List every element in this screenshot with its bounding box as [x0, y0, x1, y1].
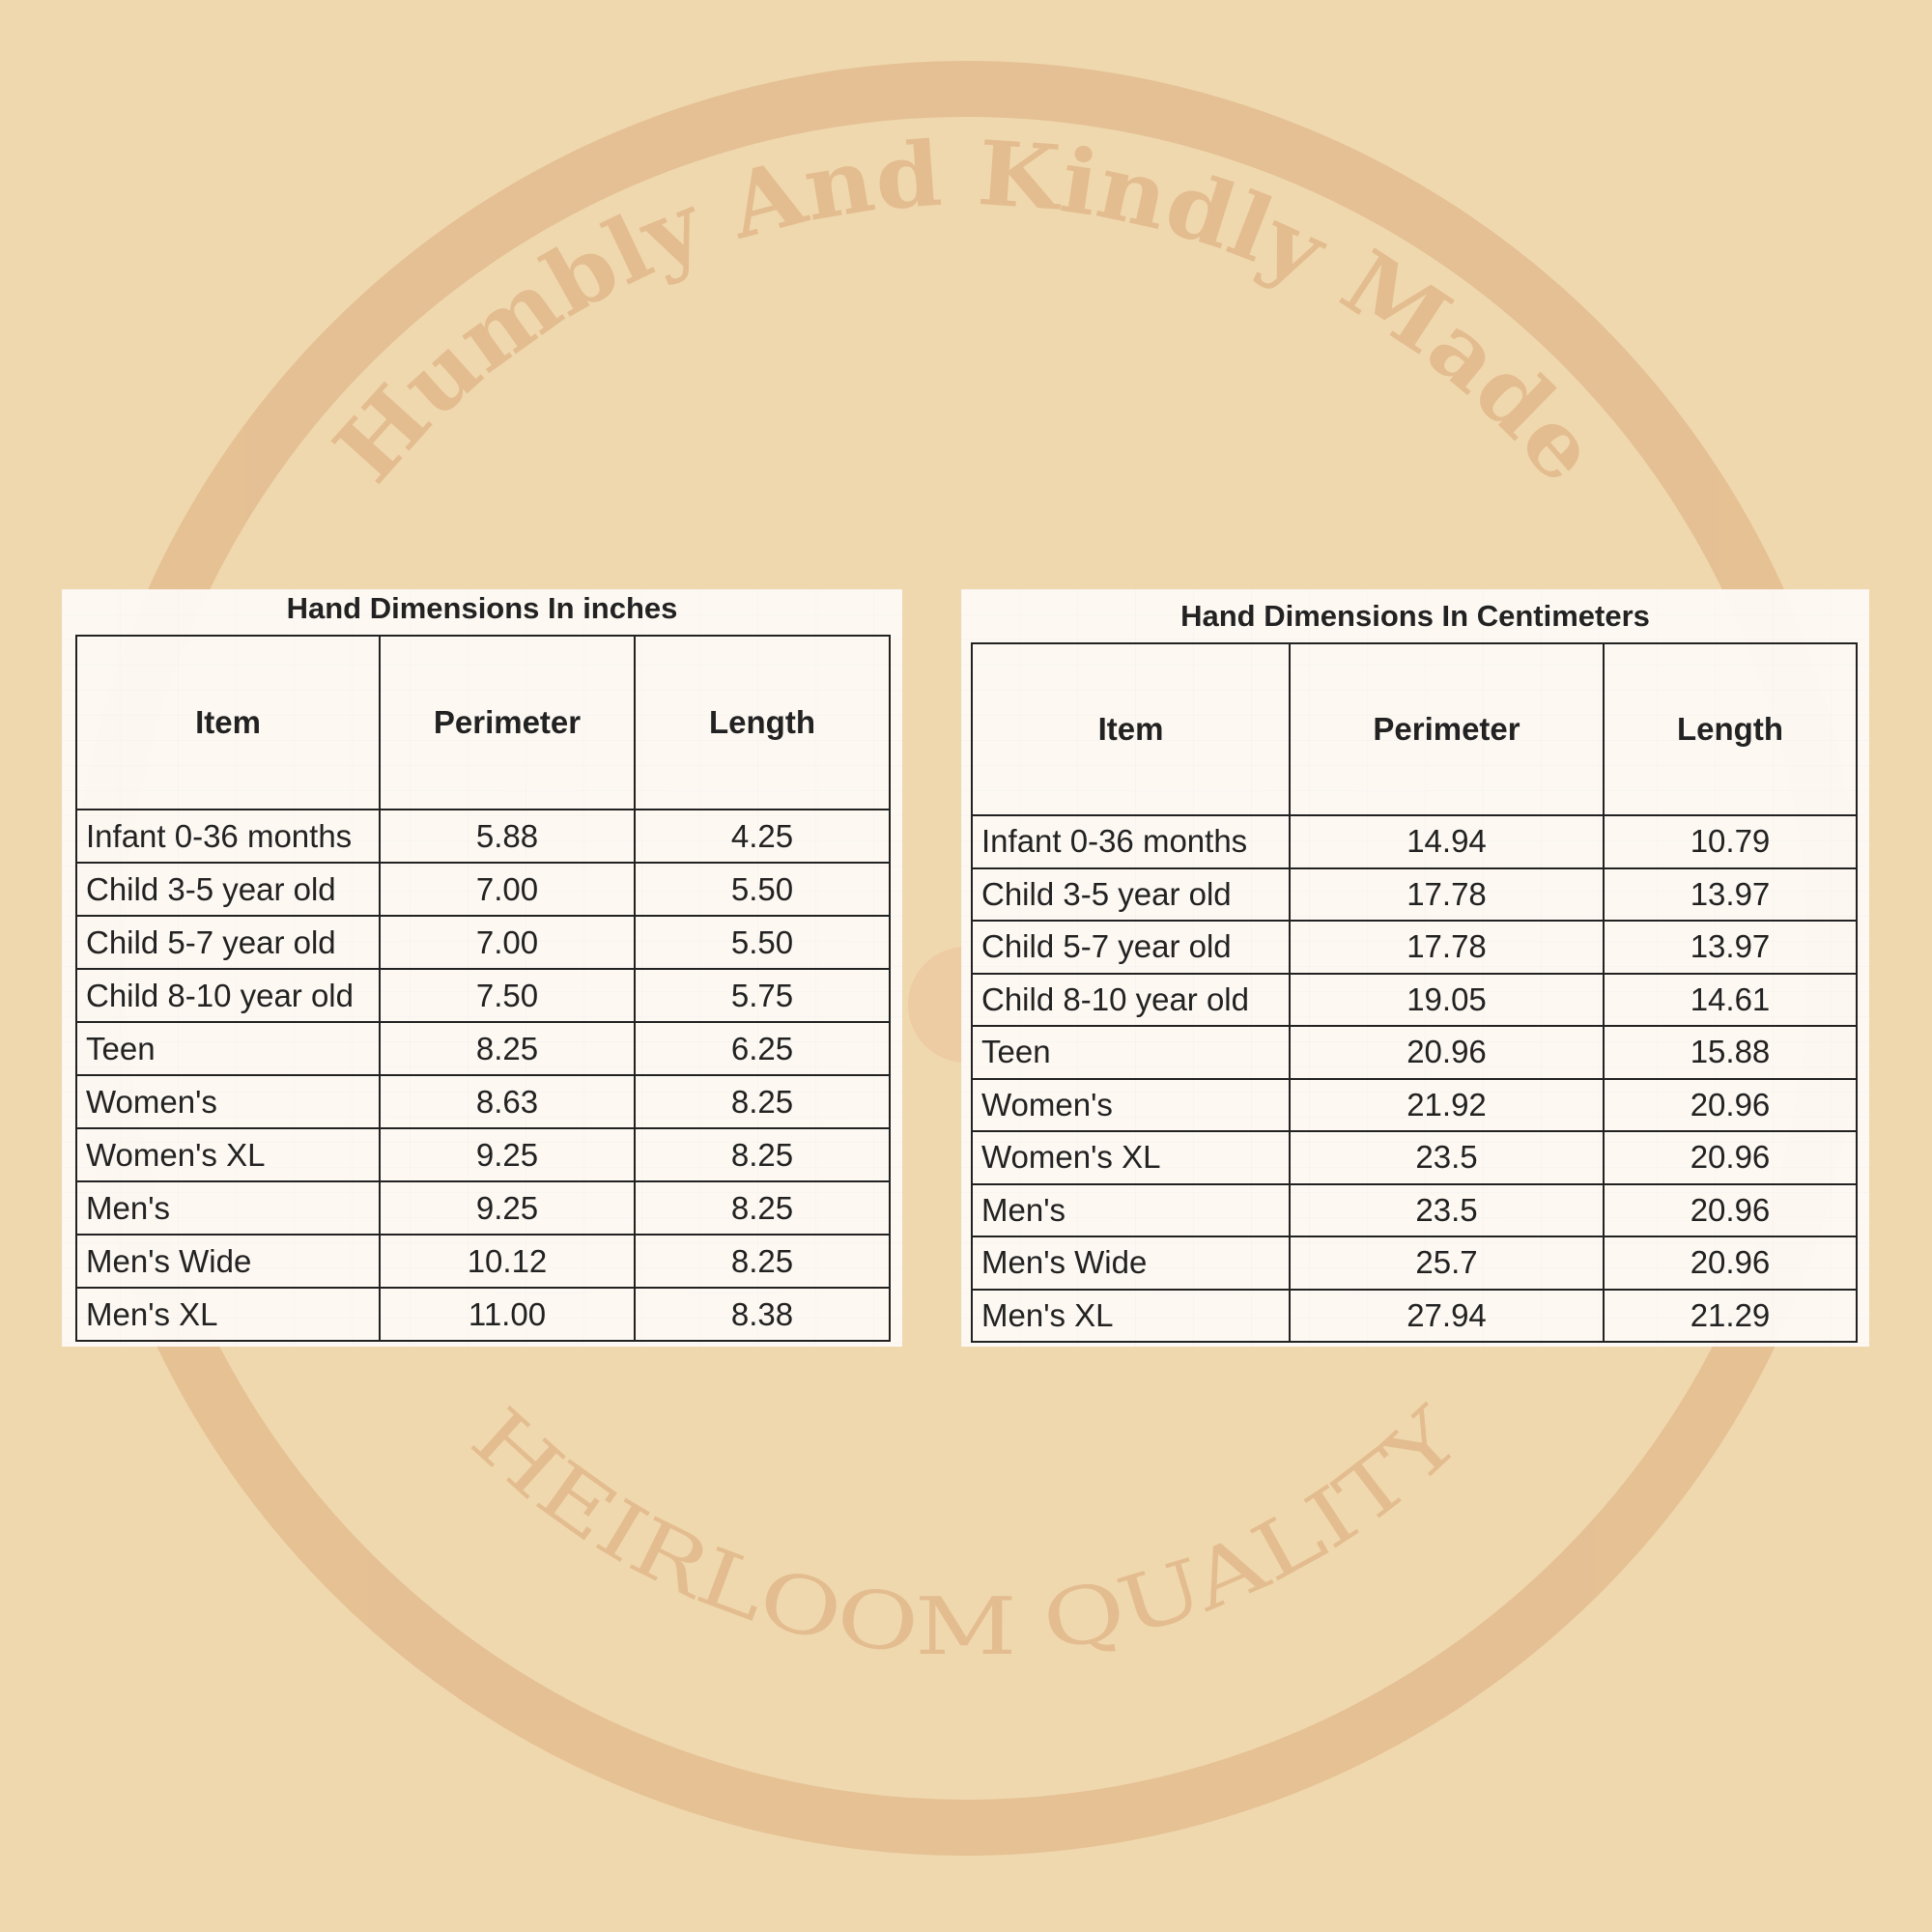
perimeter-cell: 19.05: [1289, 972, 1605, 1027]
item-cell: Child 5-7 year old: [75, 915, 381, 970]
item-cell: Infant 0-36 months: [971, 814, 1291, 869]
perimeter-cell: 9.25: [379, 1180, 636, 1236]
centimeters-table: Item Perimeter Length Infant 0-36 months…: [971, 642, 1858, 1343]
table-row: Men's 23.5 20.96: [971, 1182, 1858, 1237]
item-cell: Men's: [75, 1180, 381, 1236]
centimeters-table-panel: Hand Dimensions In Centimeters Item Peri…: [961, 589, 1869, 1347]
table-row: Child 8-10 year old 19.05 14.61: [971, 972, 1858, 1027]
table-row: Infant 0-36 months 14.94 10.79: [971, 814, 1858, 869]
item-cell: Women's XL: [971, 1130, 1291, 1185]
perimeter-cell: 10.12: [379, 1234, 636, 1289]
seal-bottom-text: HEIRLOOM QUALITY: [454, 1390, 1479, 1673]
item-cell: Men's XL: [75, 1287, 381, 1342]
table-row: Men's 9.25 8.25: [75, 1180, 891, 1236]
perimeter-cell: 21.92: [1289, 1077, 1605, 1132]
table-row: Child 8-10 year old 7.50 5.75: [75, 968, 891, 1023]
length-cell: 20.96: [1603, 1236, 1858, 1291]
inches-table-panel: Hand Dimensions In inches Item Perimeter…: [62, 589, 902, 1347]
length-cell: 21.29: [1603, 1288, 1858, 1343]
table-row: Child 3-5 year old 7.00 5.50: [75, 862, 891, 917]
perimeter-cell: 23.5: [1289, 1182, 1605, 1237]
item-cell: Men's Wide: [75, 1234, 381, 1289]
length-cell: 8.25: [634, 1234, 891, 1289]
item-cell: Men's XL: [971, 1288, 1291, 1343]
table-header-row: Item Perimeter Length: [971, 642, 1858, 816]
perimeter-cell: 8.25: [379, 1021, 636, 1076]
table-row: Child 5-7 year old 7.00 5.50: [75, 915, 891, 970]
perimeter-cell: 11.00: [379, 1287, 636, 1342]
length-cell: 8.25: [634, 1127, 891, 1182]
column-header-perimeter: Perimeter: [379, 635, 636, 810]
item-cell: Infant 0-36 months: [75, 809, 381, 864]
item-cell: Women's: [971, 1077, 1291, 1132]
column-header-item: Item: [971, 642, 1291, 816]
perimeter-cell: 9.25: [379, 1127, 636, 1182]
length-cell: 15.88: [1603, 1025, 1858, 1080]
table-row: Men's Wide 25.7 20.96: [971, 1236, 1858, 1291]
item-cell: Child 8-10 year old: [971, 972, 1291, 1027]
length-cell: 5.50: [634, 915, 891, 970]
length-cell: 20.96: [1603, 1182, 1858, 1237]
item-cell: Women's XL: [75, 1127, 381, 1182]
length-cell: 20.96: [1603, 1077, 1858, 1132]
table-row: Men's XL 27.94 21.29: [971, 1288, 1858, 1343]
table-row: Teen 20.96 15.88: [971, 1025, 1858, 1080]
length-cell: 20.96: [1603, 1130, 1858, 1185]
length-cell: 8.25: [634, 1074, 891, 1129]
length-cell: 8.38: [634, 1287, 891, 1342]
column-header-perimeter: Perimeter: [1289, 642, 1605, 816]
length-cell: 13.97: [1603, 920, 1858, 975]
table-row: Women's 21.92 20.96: [971, 1077, 1858, 1132]
perimeter-cell: 7.00: [379, 915, 636, 970]
item-cell: Teen: [971, 1025, 1291, 1080]
perimeter-cell: 23.5: [1289, 1130, 1605, 1185]
inches-table-title: Hand Dimensions In inches: [286, 591, 678, 625]
item-cell: Women's: [75, 1074, 381, 1129]
length-cell: 13.97: [1603, 867, 1858, 922]
perimeter-cell: 17.78: [1289, 920, 1605, 975]
item-cell: Child 3-5 year old: [971, 867, 1291, 922]
length-cell: 5.50: [634, 862, 891, 917]
table-row: Women's 8.63 8.25: [75, 1074, 891, 1129]
table-row: Women's XL 23.5 20.96: [971, 1130, 1858, 1185]
perimeter-cell: 14.94: [1289, 814, 1605, 869]
column-header-length: Length: [634, 635, 891, 810]
item-cell: Men's Wide: [971, 1236, 1291, 1291]
table-row: Men's XL 11.00 8.38: [75, 1287, 891, 1342]
seal-top-text: Humbly And Kindly Made: [314, 121, 1618, 502]
length-cell: 5.75: [634, 968, 891, 1023]
centimeters-table-title: Hand Dimensions In Centimeters: [1180, 599, 1650, 633]
perimeter-cell: 7.50: [379, 968, 636, 1023]
length-cell: 6.25: [634, 1021, 891, 1076]
perimeter-cell: 25.7: [1289, 1236, 1605, 1291]
table-row: Women's XL 9.25 8.25: [75, 1127, 891, 1182]
table-row: Infant 0-36 months 5.88 4.25: [75, 809, 891, 864]
table-row: Men's Wide 10.12 8.25: [75, 1234, 891, 1289]
column-header-item: Item: [75, 635, 381, 810]
length-cell: 4.25: [634, 809, 891, 864]
length-cell: 10.79: [1603, 814, 1858, 869]
inches-table: Item Perimeter Length Infant 0-36 months…: [75, 635, 891, 1342]
length-cell: 8.25: [634, 1180, 891, 1236]
perimeter-cell: 20.96: [1289, 1025, 1605, 1080]
table-row: Teen 8.25 6.25: [75, 1021, 891, 1076]
item-cell: Child 8-10 year old: [75, 968, 381, 1023]
perimeter-cell: 5.88: [379, 809, 636, 864]
perimeter-cell: 17.78: [1289, 867, 1605, 922]
item-cell: Child 5-7 year old: [971, 920, 1291, 975]
perimeter-cell: 8.63: [379, 1074, 636, 1129]
column-header-length: Length: [1603, 642, 1858, 816]
perimeter-cell: 27.94: [1289, 1288, 1605, 1343]
item-cell: Child 3-5 year old: [75, 862, 381, 917]
length-cell: 14.61: [1603, 972, 1858, 1027]
table-row: Child 5-7 year old 17.78 13.97: [971, 920, 1858, 975]
item-cell: Teen: [75, 1021, 381, 1076]
item-cell: Men's: [971, 1182, 1291, 1237]
table-header-row: Item Perimeter Length: [75, 635, 891, 810]
perimeter-cell: 7.00: [379, 862, 636, 917]
table-row: Child 3-5 year old 17.78 13.97: [971, 867, 1858, 922]
